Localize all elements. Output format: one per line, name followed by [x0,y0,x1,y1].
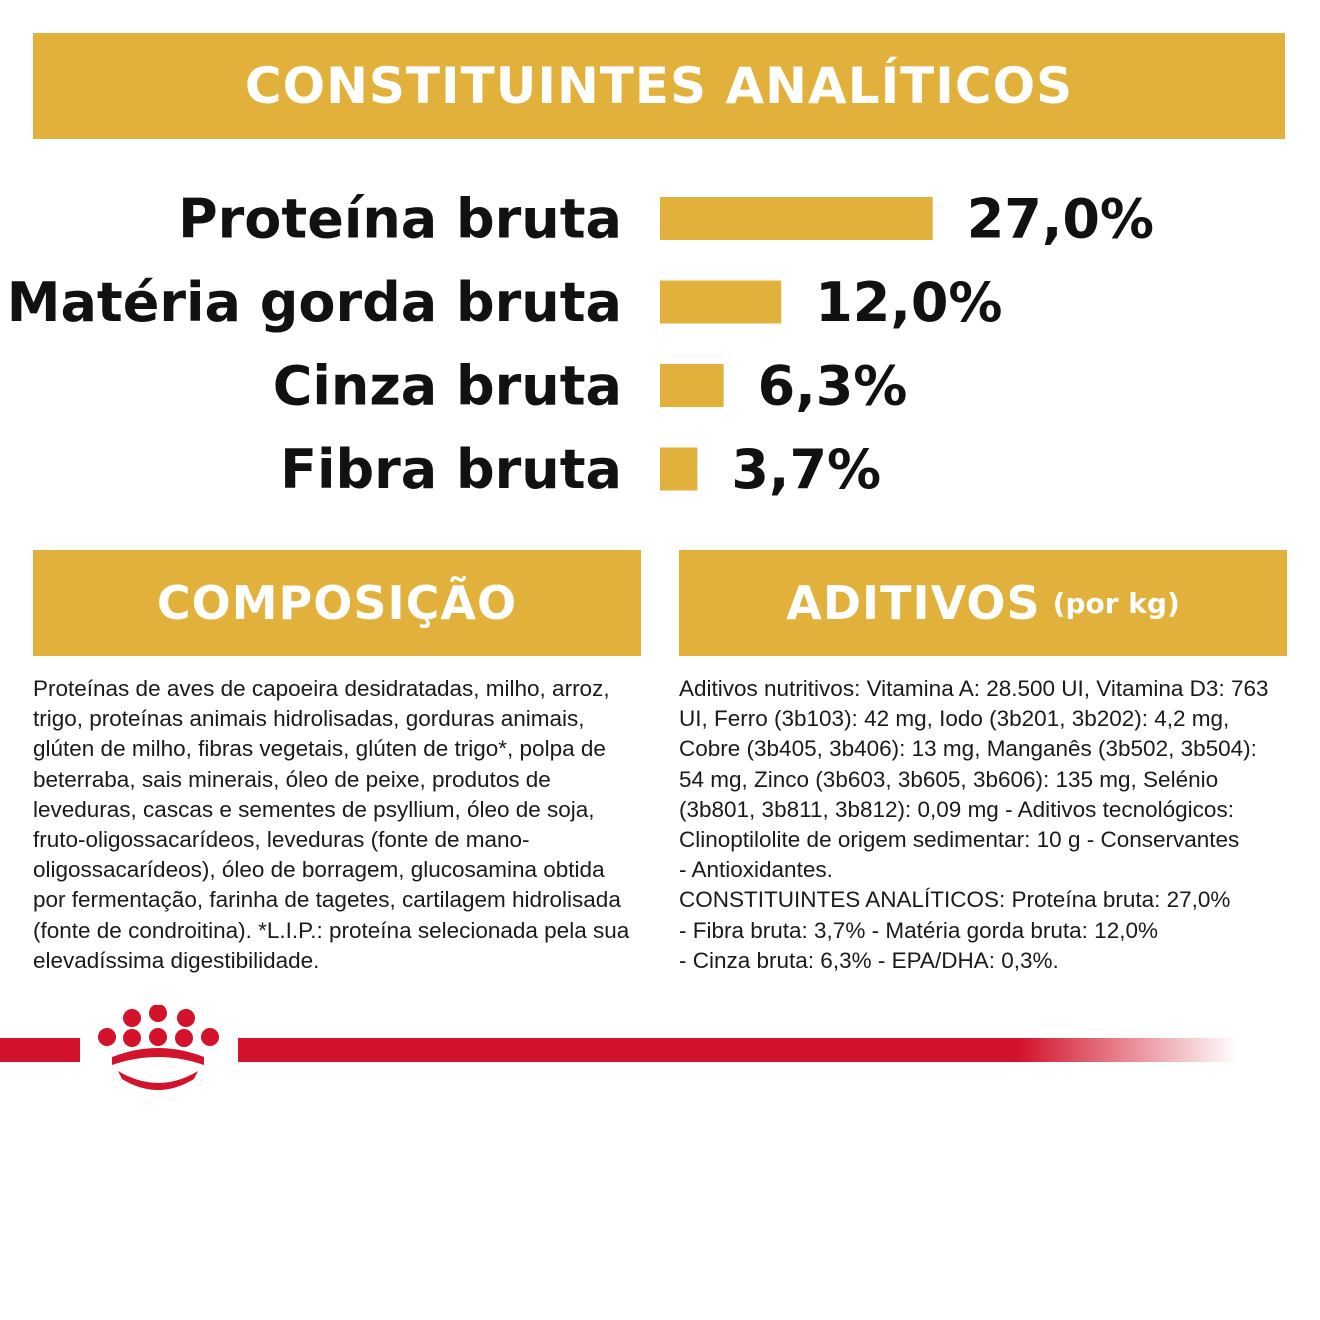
bar-cinza-bruta [660,364,724,407]
value-label-materia-gorda-bruta: 12,0% [815,271,1002,334]
category-label-cinza-bruta: Cinza bruta [273,355,622,418]
value-label-cinza-bruta: 6,3% [758,355,908,418]
composition-text: Proteínas de aves de capoeira desidratad… [33,676,630,973]
royal-canin-crown-icon [98,1005,219,1090]
brand-line-left [0,1038,80,1062]
category-label-proteina-bruta: Proteína bruta [178,188,622,251]
category-label-materia-gorda-bruta: Matéria gorda bruta [7,271,622,334]
composition-title: COMPOSIÇÃO [156,576,518,630]
bar-materia-gorda-bruta [660,280,782,324]
bar-proteina-bruta [660,197,933,240]
bar-fibra-bruta [660,447,698,491]
additives-title: ADITIVOS [786,576,1041,630]
brand-line-right [238,1038,1238,1062]
value-label-fibra-bruta: 3,7% [731,438,881,501]
category-label-fibra-bruta: Fibra bruta [280,438,622,501]
analytic-constituents-title: CONSTITUINTES ANALÍTICOS [244,57,1074,115]
analytic-constituents-banner: CONSTITUINTES ANALÍTICOS [33,33,1285,139]
additives-text: Aditivos nutritivos: Vitamina A: 28.500 … [679,676,1269,973]
additives-subtitle: (por kg) [1052,586,1180,620]
additives-banner: ADITIVOS (por kg) [679,550,1287,656]
analytic-constituents-chart: Proteína bruta 27,0% Matéria gorda bruta 12… [7,188,1154,502]
value-label-proteina-bruta: 27,0% [967,188,1154,251]
composition-banner: COMPOSIÇÃO [33,550,641,656]
footer-brand-strip [0,1005,1238,1090]
